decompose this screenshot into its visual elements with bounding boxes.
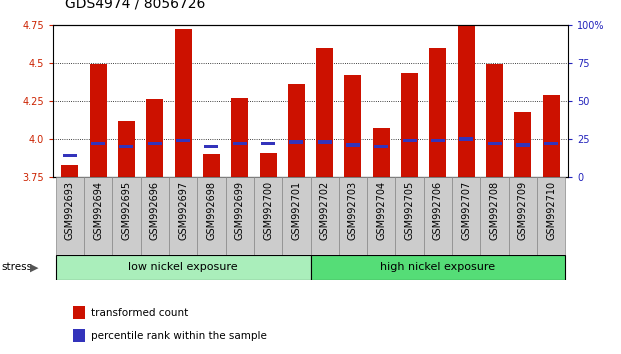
Bar (176, 139, 190, 142)
Bar (112, 177, 140, 255)
Bar (148, 142, 162, 145)
Text: GSM992694: GSM992694 (93, 181, 103, 240)
Bar (486, 64, 503, 177)
Text: stress: stress (1, 262, 32, 272)
Bar (289, 140, 304, 144)
Bar (310, 255, 565, 280)
Text: GSM992709: GSM992709 (518, 181, 528, 240)
Bar (481, 177, 509, 255)
Bar (509, 177, 537, 255)
Text: GSM992704: GSM992704 (376, 181, 386, 240)
Bar (430, 48, 446, 177)
Bar (91, 142, 105, 145)
Text: GSM992706: GSM992706 (433, 181, 443, 240)
Text: ▶: ▶ (30, 262, 39, 272)
Text: transformed count: transformed count (91, 308, 189, 318)
Bar (233, 142, 247, 145)
Bar (452, 177, 481, 255)
Bar (254, 177, 282, 255)
Bar (516, 143, 530, 147)
Bar (203, 154, 220, 177)
Bar (56, 255, 310, 280)
Bar (543, 95, 560, 177)
Bar (316, 48, 333, 177)
Text: GSM992697: GSM992697 (178, 181, 188, 240)
Bar (56, 177, 84, 255)
Bar (544, 142, 558, 145)
Bar (310, 177, 339, 255)
Bar (146, 99, 163, 177)
Bar (459, 137, 473, 141)
Text: GSM992695: GSM992695 (122, 181, 132, 240)
Bar (84, 177, 112, 255)
Bar (288, 84, 305, 177)
Bar (339, 177, 367, 255)
Bar (261, 142, 275, 145)
Text: GSM992701: GSM992701 (291, 181, 301, 240)
Bar (140, 177, 169, 255)
Bar (537, 177, 565, 255)
Bar (317, 140, 332, 144)
Bar (73, 329, 84, 342)
Text: GSM992703: GSM992703 (348, 181, 358, 240)
Text: GDS4974 / 8056726: GDS4974 / 8056726 (65, 0, 206, 11)
Text: percentile rank within the sample: percentile rank within the sample (91, 331, 267, 341)
Bar (260, 153, 276, 177)
Bar (345, 75, 361, 177)
Bar (118, 121, 135, 177)
Bar (61, 165, 78, 177)
Text: low nickel exposure: low nickel exposure (129, 262, 238, 272)
Bar (401, 74, 418, 177)
Text: GSM992702: GSM992702 (320, 181, 330, 240)
Bar (197, 177, 225, 255)
Text: GSM992708: GSM992708 (489, 181, 499, 240)
Text: high nickel exposure: high nickel exposure (381, 262, 496, 272)
Bar (402, 139, 417, 142)
Bar (373, 128, 390, 177)
Bar (204, 145, 219, 148)
Text: GSM992710: GSM992710 (546, 181, 556, 240)
Text: GSM992699: GSM992699 (235, 181, 245, 240)
Text: GSM992698: GSM992698 (206, 181, 216, 240)
Bar (487, 142, 502, 145)
Bar (458, 25, 475, 177)
Bar (374, 145, 388, 148)
Bar (175, 29, 191, 177)
Text: GSM992705: GSM992705 (405, 181, 415, 240)
Bar (396, 177, 424, 255)
Bar (89, 64, 107, 177)
Bar (514, 112, 532, 177)
Bar (367, 177, 396, 255)
Bar (119, 145, 134, 148)
Bar (346, 143, 360, 147)
Bar (424, 177, 452, 255)
Text: GSM992696: GSM992696 (150, 181, 160, 240)
Bar (63, 154, 77, 158)
Bar (225, 177, 254, 255)
Text: GSM992707: GSM992707 (461, 181, 471, 240)
Bar (169, 177, 197, 255)
Text: GSM992700: GSM992700 (263, 181, 273, 240)
Bar (73, 306, 84, 319)
Bar (431, 139, 445, 142)
Bar (231, 98, 248, 177)
Text: GSM992693: GSM992693 (65, 181, 75, 240)
Bar (282, 177, 310, 255)
